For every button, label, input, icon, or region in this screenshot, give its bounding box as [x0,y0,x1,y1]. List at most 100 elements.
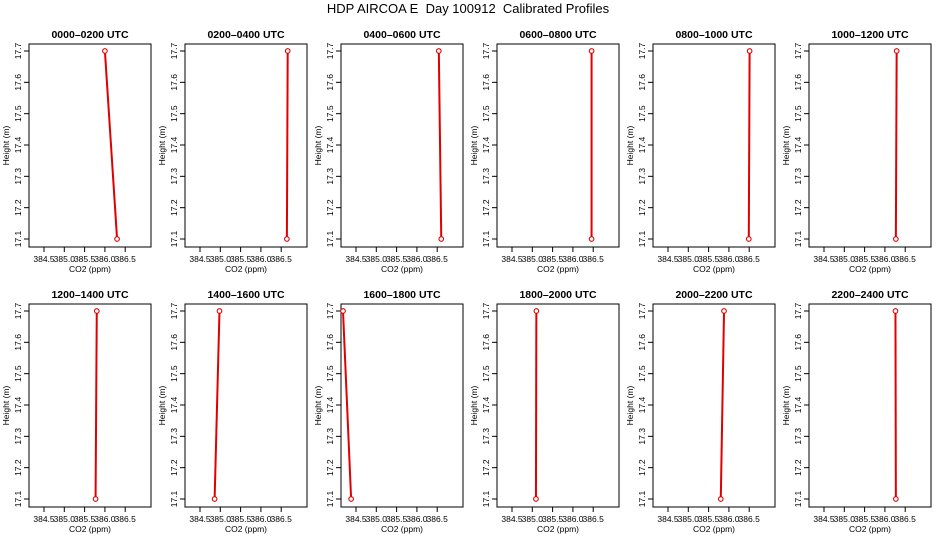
y-tick-label: 17.5 [325,365,335,382]
profile-line [437,50,443,240]
panel-title: 1000–1200 UTC [831,29,908,41]
figure-title: HDP AIRCOA E Day 100912 Calibrated Profi… [326,1,610,16]
y-tick-label: 17.1 [481,490,491,507]
x-tick-label: 385.0 [834,514,856,524]
y-tick-label: 17.2 [637,459,647,476]
x-tick-label: 385.0 [366,514,388,524]
y-tick-label: 17.2 [325,199,335,216]
panel-title: 0800–1000 UTC [675,29,752,41]
profile-line [213,310,221,500]
y-tick-label: 17.3 [481,428,491,445]
panel-9: 1600–1800 UTC 384.5 385.0 385.5 386.0 386.5 CO… [313,289,464,534]
x-tick-label: 385.5 [542,514,564,524]
y-tick-label: 17.4 [169,136,179,153]
y-tick-label: 17.5 [481,105,491,122]
y-tick-label: 17.1 [13,230,23,247]
x-tick-label: 385.5 [854,254,876,264]
profile-point [435,48,442,54]
x-tick-label: 386.5 [271,254,293,264]
y-tick-label: 17.2 [13,459,23,476]
y-tick-label: 17.3 [13,168,23,185]
y-tick-label: 17.3 [13,428,23,445]
x-tick-label: 386.0 [718,254,740,264]
x-tick-label: 386.0 [562,254,584,264]
y-tick-label: 17.7 [481,42,491,59]
y-tick-label: 17.3 [637,168,647,185]
profile-point [348,496,354,502]
y-tick-label: 17.5 [13,105,23,122]
y-tick-label: 17.6 [793,74,803,91]
profile-line [719,310,726,500]
y-tick-label: 17.3 [637,428,647,445]
x-axis-label: CO2 (ppm) [69,524,111,534]
y-tick-label: 17.3 [793,428,803,445]
y-tick-label: 17.6 [13,74,23,91]
y-tick-label: 17.6 [637,334,647,351]
y-tick-label: 17.4 [169,396,179,413]
profile-point [588,48,595,54]
y-tick-label: 17.1 [637,230,647,247]
x-tick-label: 386.5 [115,514,137,524]
plot-frame [340,43,464,248]
y-tick-label: 17.5 [793,365,803,382]
y-tick-label: 17.6 [169,74,179,91]
y-tick-label: 17.2 [481,459,491,476]
x-tick-label: 385.5 [386,514,408,524]
y-tick-label: 17.4 [793,396,803,413]
panel-title: 0200–0400 UTC [207,29,284,41]
panel-11: 2000–2200 UTC 384.5 385.0 385.5 386.0 386.5 CO… [625,289,776,534]
x-tick-label: 386.5 [895,254,917,264]
panel-title: 0400–0600 UTC [363,29,440,41]
x-tick-label: 386.5 [115,254,137,264]
panel-title: 2000–2200 UTC [675,289,752,301]
y-tick-label: 17.6 [169,334,179,351]
x-axis-label: CO2 (ppm) [849,264,891,274]
profile-line [894,50,898,240]
panel-title: 1600–1800 UTC [363,289,440,301]
x-tick-label: 386.0 [874,254,896,264]
plot-frame [184,43,308,248]
x-tick-label: 385.0 [366,254,388,264]
panel-title: 1800–2000 UTC [519,289,596,301]
x-tick-label: 386.5 [583,254,605,264]
y-tick-label: 17.2 [793,459,803,476]
y-tick-label: 17.1 [325,230,335,247]
profile-point [93,308,100,314]
x-axis-label: CO2 (ppm) [693,524,735,534]
x-tick-label: 384.5 [189,254,211,264]
x-axis-label: CO2 (ppm) [225,524,267,534]
y-tick-label: 17.1 [793,230,803,247]
x-tick-label: 385.0 [678,514,700,524]
y-tick-label: 17.7 [325,42,335,59]
profile-line [103,50,119,240]
y-tick-label: 17.7 [481,302,491,319]
y-tick-label: 17.3 [793,168,803,185]
profile-point [284,48,291,54]
x-tick-label: 386.0 [94,254,116,264]
plot-frame [496,303,620,508]
y-tick-label: 17.6 [481,74,491,91]
y-tick-label: 17.7 [169,302,179,319]
plot-frame [28,303,152,508]
panel-5: 0800–1000 UTC 384.5 385.0 385.5 386.0 386.5 CO… [625,29,776,274]
x-tick-label: 385.5 [230,514,252,524]
profile-point [893,236,899,242]
x-tick-label: 385.0 [54,514,76,524]
y-tick-label: 17.2 [793,199,803,216]
x-tick-label: 386.0 [250,514,272,524]
y-tick-label: 17.1 [169,230,179,247]
y-tick-label: 17.3 [325,428,335,445]
y-tick-label: 17.1 [793,490,803,507]
y-tick-label: 17.3 [169,168,179,185]
y-axis-label: Height (m) [469,126,479,166]
x-tick-label: 385.5 [854,514,876,524]
profile-point [216,308,223,314]
y-tick-label: 17.4 [481,396,491,413]
y-tick-label: 17.5 [637,365,647,382]
x-tick-label: 385.5 [230,254,252,264]
y-tick-label: 17.2 [13,199,23,216]
x-tick-label: 386.0 [874,514,896,524]
x-tick-label: 385.5 [698,254,720,264]
x-tick-label: 384.5 [33,254,55,264]
profile-line [94,310,98,500]
